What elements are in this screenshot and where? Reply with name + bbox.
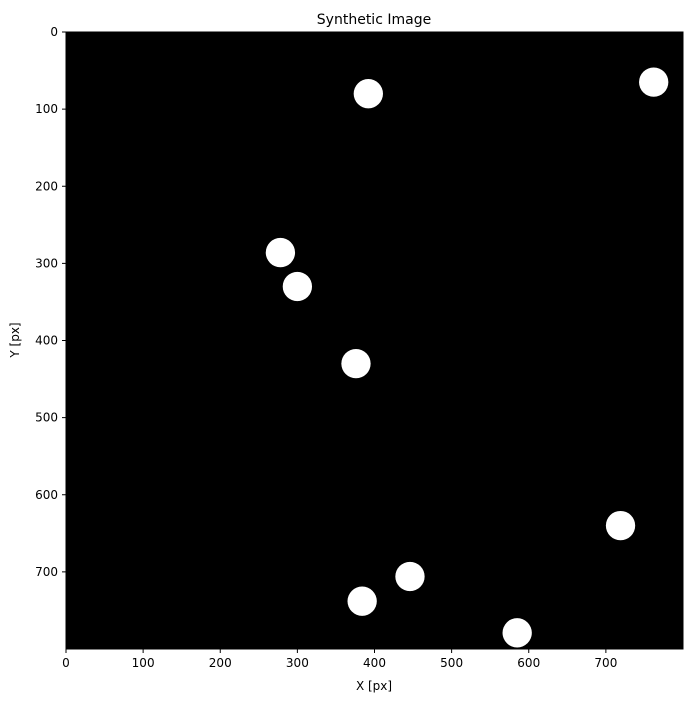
data-point (347, 586, 377, 616)
y-tick-label: 700 (35, 565, 58, 579)
data-point (605, 510, 636, 541)
x-tick-label: 300 (286, 656, 309, 670)
x-tick-label: 200 (209, 656, 232, 670)
x-tick-label: 600 (517, 656, 540, 670)
x-tick-label: 100 (132, 656, 155, 670)
y-tick-label: 0 (50, 25, 58, 39)
data-point (395, 561, 425, 592)
y-axis-label: Y [px] (8, 322, 22, 358)
y-tick-label: 400 (35, 334, 58, 348)
x-tick-label: 700 (594, 656, 617, 670)
markers-layer (265, 67, 669, 648)
data-point (502, 618, 532, 648)
y-tick-label: 500 (35, 411, 58, 425)
data-point (353, 79, 383, 109)
plot-area (66, 32, 683, 649)
x-axis-ticks: 0 100 200 300 400 500 600 700 (62, 649, 617, 670)
data-point (282, 271, 313, 302)
y-axis-ticks: 0 100 200 300 400 500 600 700 (35, 25, 66, 579)
x-tick-label: 0 (62, 656, 70, 670)
y-tick-label: 600 (35, 488, 58, 502)
y-tick-label: 200 (35, 179, 58, 193)
data-point (639, 67, 669, 97)
x-tick-label: 400 (363, 656, 386, 670)
data-point (265, 237, 296, 268)
x-axis-label: X [px] (356, 679, 392, 693)
y-tick-label: 300 (35, 256, 58, 270)
chart-title: Synthetic Image (317, 12, 431, 28)
y-tick-label: 100 (35, 102, 58, 116)
data-point (341, 348, 371, 379)
x-tick-label: 500 (440, 656, 463, 670)
